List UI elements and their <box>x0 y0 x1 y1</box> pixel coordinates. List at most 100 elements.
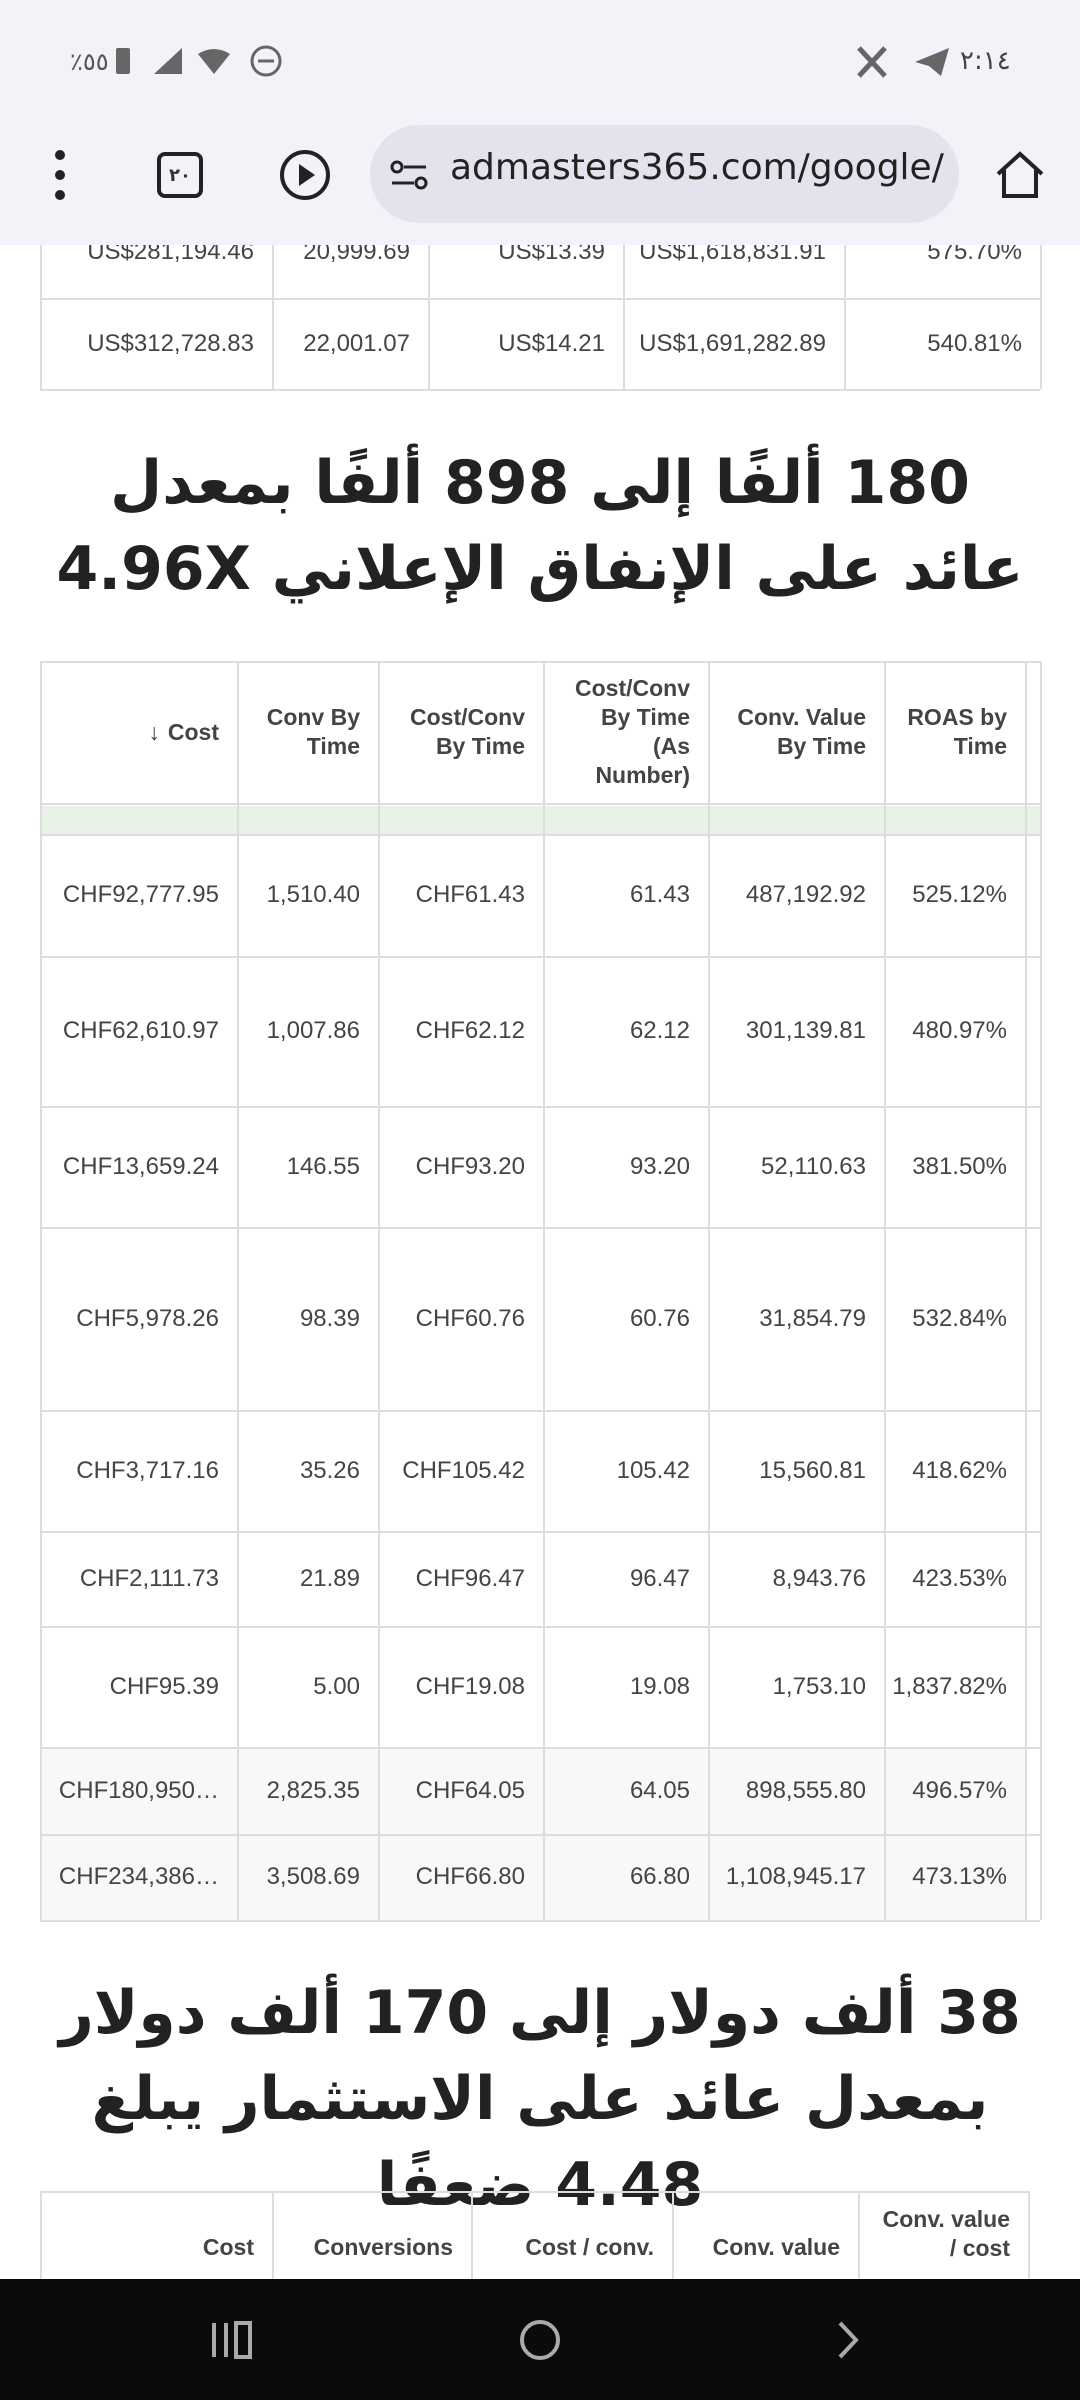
row-border <box>40 1227 1040 1229</box>
table-cell: 1,510.40 <box>266 881 360 908</box>
column-header: Conv. Value By Time <box>737 704 866 759</box>
column-border <box>1028 2191 1030 2279</box>
table-cell: 898,555.80 <box>745 1776 866 1804</box>
site-settings-icon[interactable] <box>390 157 430 193</box>
row-border <box>40 803 1040 805</box>
column-border <box>858 2191 860 2279</box>
table-cell: 381.50% <box>912 1152 1007 1180</box>
column-header: Cost / conv. <box>525 2234 654 2260</box>
column-border <box>378 661 380 1920</box>
table-cell: 3,508.69 <box>266 1863 360 1890</box>
table-cell: CHF64.05 <box>415 1776 525 1804</box>
column-border <box>40 2191 42 2279</box>
column-header: Conversions <box>313 2234 453 2260</box>
table-cell: 423.53% <box>912 1564 1007 1592</box>
url-bar[interactable]: admasters365.com/google/ <box>370 125 959 223</box>
menu-button[interactable] <box>40 145 80 205</box>
column-header: Cost <box>202 2234 254 2260</box>
column-border <box>471 2191 473 2279</box>
column-header: ROAS by Time <box>907 704 1007 759</box>
column-border <box>672 2191 674 2279</box>
table-cell: 21.89 <box>299 1564 360 1592</box>
table-cell: 146.55 <box>286 1152 360 1180</box>
table-cell: US$1,618,831.91 <box>639 245 826 265</box>
table-cell: CHF96.47 <box>415 1564 525 1592</box>
row-border <box>40 834 1040 836</box>
table-cell: 575.70% <box>927 245 1022 265</box>
table-cell: CHF2,111.73 <box>79 1564 219 1592</box>
battery-text: ٪٥٥ <box>70 48 109 76</box>
table-cell: 64.05 <box>629 1776 690 1804</box>
home-button[interactable] <box>992 148 1048 204</box>
column-border <box>543 661 545 1920</box>
table-cell: 22,001.07 <box>303 329 410 357</box>
column-header: Cost/Conv By Time <box>410 704 525 759</box>
filter-row <box>40 806 1040 834</box>
table-cell: 52,110.63 <box>761 1152 866 1180</box>
table-cell: CHF19.08 <box>415 1672 525 1700</box>
table-cell: 93.20 <box>629 1152 690 1180</box>
column-border <box>1040 661 1042 1920</box>
url-text: admasters365.com/google/ <box>450 147 944 188</box>
table-cell: 20,999.69 <box>303 245 410 265</box>
column-border <box>1040 245 1042 389</box>
row-border <box>40 1920 1040 1922</box>
table-cell: 62.12 <box>629 1017 690 1044</box>
row-border <box>40 1626 1040 1628</box>
column-header: Conv. value <box>712 2234 840 2260</box>
table-cell: US$312,728.83 <box>87 329 254 357</box>
summary-bg <box>40 1747 1025 1920</box>
nav-icons[interactable] <box>200 2315 900 2365</box>
table-cell: 19.08 <box>629 1672 690 1700</box>
column-border <box>623 245 625 389</box>
table-cell: CHF234,386… <box>58 1863 219 1890</box>
column-border <box>428 245 430 389</box>
column-border <box>272 245 274 389</box>
table-cell: CHF92,777.95 <box>62 881 219 908</box>
table-cell: CHF95.39 <box>109 1672 219 1700</box>
table-cell: 1,753.10 <box>772 1672 866 1700</box>
table-cell: 301,139.81 <box>745 1017 866 1044</box>
row-border <box>40 1531 1040 1533</box>
table-cell: CHF62.12 <box>415 1017 525 1044</box>
table-1: US$281,194.46 20,999.69 US$13.39 US$1,618,8… <box>0 245 1080 391</box>
row-border <box>40 1834 1040 1836</box>
table-cell: 60.76 <box>629 1304 690 1332</box>
table-cell: CHF66.80 <box>415 1863 525 1890</box>
table-cell: CHF13,659.24 <box>62 1152 219 1180</box>
table-cell: 66.80 <box>629 1863 690 1890</box>
table-cell: 96.47 <box>629 1564 690 1592</box>
sort-arrow: ↓ <box>148 718 160 745</box>
row-border <box>40 1106 1040 1108</box>
table-cell: 1,108,945.17 <box>725 1863 866 1890</box>
table-cell: 496.57% <box>912 1776 1007 1804</box>
table-cell: US$1,691,282.89 <box>639 329 826 357</box>
column-border <box>237 661 239 1920</box>
tab-count[interactable]: ٢٠ <box>157 152 203 198</box>
table-cell: 2,825.35 <box>266 1776 360 1804</box>
row-border <box>40 298 1040 300</box>
table-cell: CHF5,978.26 <box>76 1304 219 1332</box>
table-cell: 1,837.82% <box>892 1672 1007 1700</box>
table-cell: 480.97% <box>912 1017 1007 1044</box>
table-cell: 15,560.81 <box>759 1456 866 1484</box>
row-border <box>40 389 1040 391</box>
column-border <box>708 661 710 1920</box>
column-header[interactable]: ↓ Cost <box>148 718 219 745</box>
table-cell: CHF93.20 <box>415 1152 525 1180</box>
column-header: Conv. value / cost <box>882 2206 1010 2261</box>
browser-chrome: ٪٥٥ ٢:١٤ ٢٠ admasters365.com/google/ <box>0 0 1080 245</box>
table-cell: US$281,194.46 <box>87 245 254 265</box>
play-button[interactable] <box>278 148 332 202</box>
table-cell: 418.62% <box>912 1456 1007 1484</box>
column-border <box>40 661 42 1920</box>
row-border <box>40 661 1040 663</box>
row-border <box>40 1410 1040 1412</box>
table-cell: CHF105.42 <box>402 1456 525 1484</box>
table-cell: 31,854.79 <box>759 1304 866 1332</box>
table-cell: 540.81% <box>927 329 1022 357</box>
notification-icons <box>857 46 949 78</box>
table-3: Cost Conversions Cost / conv. Conv. value Co… <box>0 2191 1080 2279</box>
table-cell: 105.42 <box>616 1456 690 1484</box>
